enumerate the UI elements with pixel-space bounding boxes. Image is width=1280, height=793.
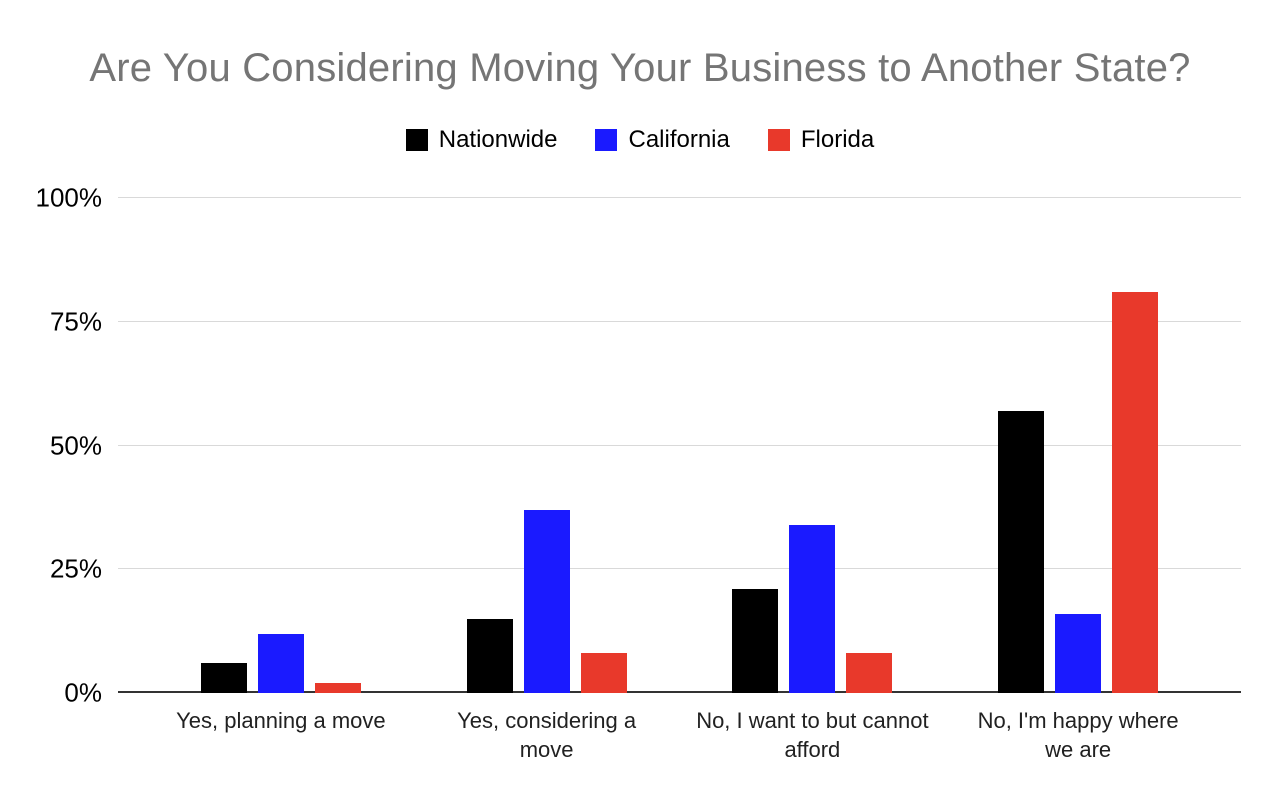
bar-group-no-i-m-happy-where-we-are [945,198,1211,693]
x-axis-line [118,691,1241,693]
bar-group-no-i-want-to-but-cannot-afford [680,198,946,693]
bar-florida [580,653,627,693]
gridline [118,320,1241,322]
legend-swatch-icon [405,129,428,151]
bar-california [1055,613,1102,693]
legend-item-nationwide: Nationwide [405,126,558,154]
legend-swatch-icon [595,129,618,151]
bar-florida [1112,292,1159,693]
bar-groups [148,198,1211,693]
bar-nationwide [998,410,1045,693]
bar-florida [846,653,893,693]
bar-nationwide [200,663,247,693]
category-label-yes-considering-a-move: Yes, considering a move [457,708,637,763]
gridline [118,568,1241,570]
gridlines [118,197,1241,693]
legend-label: Florida [800,126,875,153]
category-label-no-i-want-to-but-cannot-afford: No, I want to but cannot afford [696,708,929,763]
bar-group-yes-considering-a-move [414,198,680,693]
category-label-no-i-m-happy-where-we-are: No, I'm happy where we are [977,708,1179,763]
bar-california [523,509,570,693]
x-axis-labels: Yes, planning a move Yes, considering a m… [148,706,1211,764]
chart-title: Are You Considering Moving Your Business… [89,46,1191,90]
y-tick-label: 75% [49,306,102,337]
legend: Nationwide California Florida [0,126,1280,154]
bar-group-yes-planning-a-move [148,198,414,693]
legend-label: California [628,126,730,153]
legend-item-california: California [595,126,730,154]
bar-california [257,633,304,693]
y-tick-label: 0% [64,677,102,708]
bar-nationwide [466,618,513,693]
y-axis: 0% 25% 50% 75% 100% [0,183,103,708]
plot-area [118,197,1241,693]
gridline [118,197,1241,198]
gridline [118,444,1241,446]
y-tick-label: 25% [49,553,102,584]
bar-nationwide [732,589,779,693]
y-tick-label: 50% [49,430,102,460]
bar-california [789,524,836,693]
bar-florida [314,683,361,693]
category-label-yes-planning-a-move: Yes, planning a move [176,708,386,733]
legend-label: Nationwide [438,126,558,153]
legend-swatch-icon [767,129,790,151]
legend-item-florida: Florida [767,126,875,154]
y-tick-label: 100% [35,182,103,213]
